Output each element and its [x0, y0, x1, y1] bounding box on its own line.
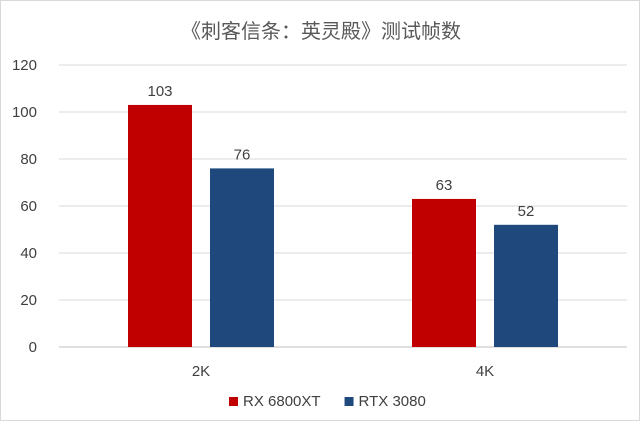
legend: RX 6800XT RTX 3080 [229, 393, 426, 410]
y-tick-label: 100 [12, 104, 37, 121]
legend-swatch [344, 397, 354, 406]
bar-rtx-3080-2k [210, 168, 274, 347]
data-label: 52 [518, 203, 535, 220]
x-category-label: 2K [192, 363, 210, 380]
legend-swatch [229, 397, 238, 406]
bar-rx-6800xt-4k [412, 198, 476, 347]
y-tick-label: 0 [29, 339, 37, 356]
x-axis-categories: 2K 4K [192, 363, 494, 380]
chart-title: 《刺客信条：英灵殿》测试帧数 [181, 19, 461, 43]
y-tick-label: 60 [20, 198, 37, 215]
y-tick-label: 120 [12, 57, 37, 74]
data-label: 103 [147, 83, 172, 100]
data-label: 63 [436, 177, 453, 194]
bars: 103 76 63 52 [128, 83, 558, 347]
y-tick-label: 80 [20, 151, 37, 168]
legend-label: RX 6800XT [243, 393, 321, 410]
legend-label: RTX 3080 [359, 393, 426, 410]
bar-rtx-3080-4k [494, 224, 558, 347]
y-tick-label: 40 [20, 245, 37, 262]
data-label: 76 [234, 146, 251, 163]
y-tick-label: 20 [20, 292, 37, 309]
bar-rx-6800xt-2k [128, 104, 192, 347]
y-axis-ticks: 0 20 40 60 80 100 120 [12, 57, 37, 356]
x-category-label: 4K [476, 363, 494, 380]
